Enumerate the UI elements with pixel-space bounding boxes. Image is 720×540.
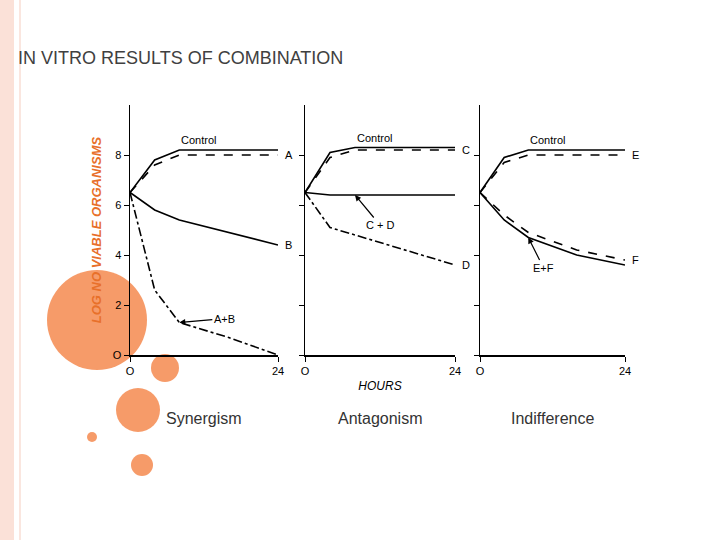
svg-text:Antagonism: Antagonism	[338, 410, 423, 427]
svg-text:Control: Control	[357, 132, 392, 144]
svg-text:F: F	[632, 254, 639, 266]
svg-text:6: 6	[115, 199, 121, 211]
svg-text:HOURS: HOURS	[358, 379, 401, 393]
svg-text:24: 24	[272, 365, 284, 377]
svg-text:D: D	[462, 259, 470, 271]
svg-text:A+B: A+B	[214, 313, 235, 325]
svg-text:Control: Control	[530, 134, 565, 146]
svg-text:C + D: C + D	[366, 219, 394, 231]
svg-text:Control: Control	[181, 134, 216, 146]
svg-text:B: B	[285, 239, 292, 251]
svg-text:IN VITRO RESULTS OF COMBINATIO: IN VITRO RESULTS OF COMBINATION	[18, 48, 343, 68]
svg-text:O: O	[126, 365, 135, 377]
svg-text:O: O	[301, 365, 310, 377]
svg-text:Synergism: Synergism	[166, 410, 242, 427]
svg-text:E: E	[632, 149, 639, 161]
svg-text:24: 24	[449, 365, 461, 377]
svg-text:Indifference: Indifference	[511, 410, 594, 427]
svg-text:A: A	[285, 149, 293, 161]
svg-text:2: 2	[115, 299, 121, 311]
svg-text:4: 4	[115, 249, 121, 261]
svg-text:LOG NO VIABLE ORGANISMS: LOG NO VIABLE ORGANISMS	[89, 137, 104, 324]
svg-text:8: 8	[115, 149, 121, 161]
svg-text:E+F: E+F	[533, 262, 554, 274]
svg-text:C: C	[462, 144, 470, 156]
svg-text:O: O	[113, 349, 122, 361]
svg-text:24: 24	[619, 365, 631, 377]
svg-text:O: O	[476, 365, 485, 377]
